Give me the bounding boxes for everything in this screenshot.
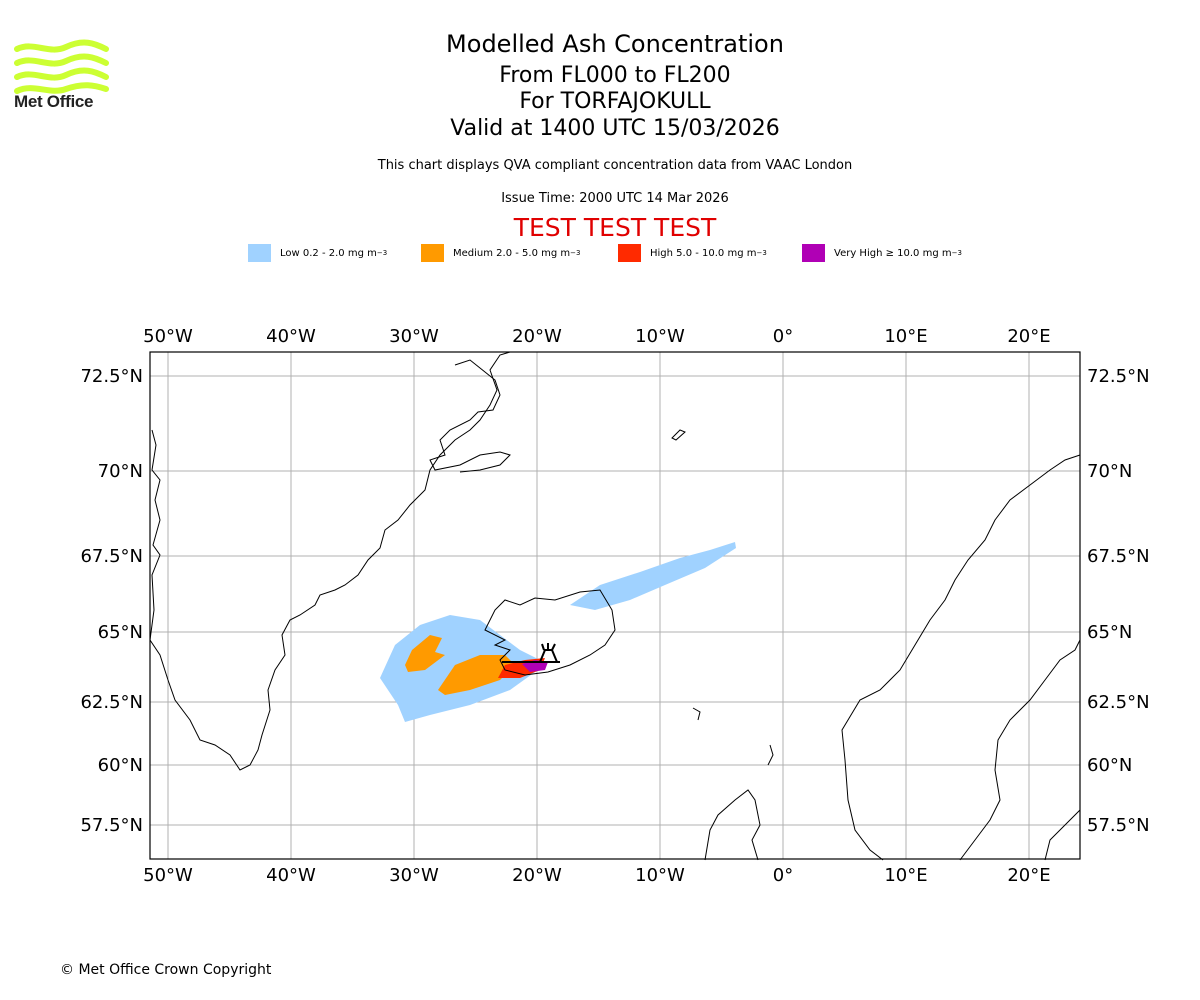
legend-label-medium: Medium 2.0 - 5.0 mg m <box>453 247 571 259</box>
qva-subtitle: This chart displays QVA compliant concen… <box>377 158 853 173</box>
sweden-coastline <box>959 639 1081 861</box>
jan-mayen <box>671 429 686 441</box>
copyright: © Met Office Crown Copyright <box>60 962 272 978</box>
lat-tick-label: 60°N <box>98 755 143 776</box>
faroe <box>692 707 701 721</box>
flight-level-range: From FL000 to FL200 <box>499 63 731 88</box>
legend-label-low: Low 0.2 - 2.0 mg m <box>280 247 377 259</box>
finland-coastline <box>1044 809 1081 861</box>
ash-medium <box>405 635 515 695</box>
valid-time: Valid at 1400 UTC 15/03/2026 <box>450 116 780 141</box>
volcano-name: For TORFAJOKULL <box>519 89 711 114</box>
lat-tick-label: 67.5°N <box>1087 546 1150 567</box>
legend-swatch-medium <box>421 244 444 262</box>
chart-title: Modelled Ash Concentration <box>446 30 784 58</box>
lat-tick-label: 60°N <box>1087 755 1132 776</box>
lon-tick-label: 50°W <box>143 865 193 886</box>
lat-tick-label: 67.5°N <box>80 546 143 567</box>
lon-tick-label: 20°W <box>512 326 562 347</box>
lat-ticks-right: 72.5°N 70°N 67.5°N 65°N 62.5°N 60°N 57.5°N <box>1087 366 1150 836</box>
legend-sup-low: −3 <box>376 249 388 257</box>
lon-tick-label: 20°E <box>1007 326 1050 347</box>
lat-tick-label: 65°N <box>98 622 143 643</box>
lon-tick-label: 10°E <box>884 865 927 886</box>
lat-ticks-left: 72.5°N 70°N 67.5°N 65°N 62.5°N 60°N 57.5°N <box>80 366 143 836</box>
uk-coastline <box>704 789 761 861</box>
lat-tick-label: 70°N <box>98 461 143 482</box>
legend-item-high: High 5.0 - 10.0 mg m −3 <box>618 244 767 262</box>
lat-tick-label: 72.5°N <box>1087 366 1150 387</box>
lon-tick-label: 40°W <box>266 865 316 886</box>
lat-tick-label: 65°N <box>1087 622 1132 643</box>
legend-label-very-high: Very High ≥ 10.0 mg m <box>834 247 952 259</box>
lon-tick-label: 10°E <box>884 326 927 347</box>
lat-tick-label: 57.5°N <box>1087 815 1150 836</box>
lon-ticks-top: 50°W 40°W 30°W 20°W 10°W 0° 10°E 20°E <box>143 326 1050 347</box>
lon-tick-label: 50°W <box>143 326 193 347</box>
lon-tick-label: 20°W <box>512 865 562 886</box>
legend-item-very-high: Very High ≥ 10.0 mg m −3 <box>802 244 962 262</box>
map-frame <box>149 351 1081 860</box>
lon-tick-label: 10°W <box>635 865 685 886</box>
norway-coastline <box>841 454 1081 861</box>
met-office-logo-icon <box>14 39 109 94</box>
lon-tick-label: 30°W <box>389 326 439 347</box>
legend-swatch-low <box>248 244 271 262</box>
legend-swatch-high <box>618 244 641 262</box>
lon-tick-label: 0° <box>773 865 793 886</box>
lon-ticks-bottom: 50°W 40°W 30°W 20°W 10°W 0° 10°E 20°E <box>143 865 1050 886</box>
lon-tick-label: 0° <box>773 326 793 347</box>
legend-sup-medium: −3 <box>570 249 581 257</box>
legend-item-low: Low 0.2 - 2.0 mg m −3 <box>248 244 387 262</box>
shetland <box>767 744 774 766</box>
lon-tick-label: 40°W <box>266 326 316 347</box>
legend-swatch-very-high <box>802 244 825 262</box>
map-gridlines <box>150 352 1080 859</box>
lon-tick-label: 10°W <box>635 326 685 347</box>
lat-tick-label: 72.5°N <box>80 366 143 387</box>
lon-tick-label: 20°E <box>1007 865 1050 886</box>
logo-waves <box>14 39 109 94</box>
lat-tick-label: 62.5°N <box>80 692 143 713</box>
logo-text: Met Office <box>14 92 94 111</box>
legend-sup-high: −3 <box>756 249 767 257</box>
lat-tick-label: 70°N <box>1087 461 1132 482</box>
greenland-east-coast <box>429 359 511 473</box>
lat-tick-label: 57.5°N <box>80 815 143 836</box>
volcano-icon <box>538 643 559 663</box>
legend-sup-very-high: −3 <box>951 249 962 257</box>
iceland-coastline <box>484 589 616 676</box>
lat-tick-label: 62.5°N <box>1087 692 1150 713</box>
legend-item-medium: Medium 2.0 - 5.0 mg m −3 <box>421 244 580 262</box>
legend-label-high: High 5.0 - 10.0 mg m <box>650 247 757 259</box>
lon-tick-label: 30°W <box>389 865 439 886</box>
issue-time: Issue Time: 2000 UTC 14 Mar 2026 <box>501 191 729 206</box>
test-banner: TEST TEST TEST <box>513 213 717 242</box>
